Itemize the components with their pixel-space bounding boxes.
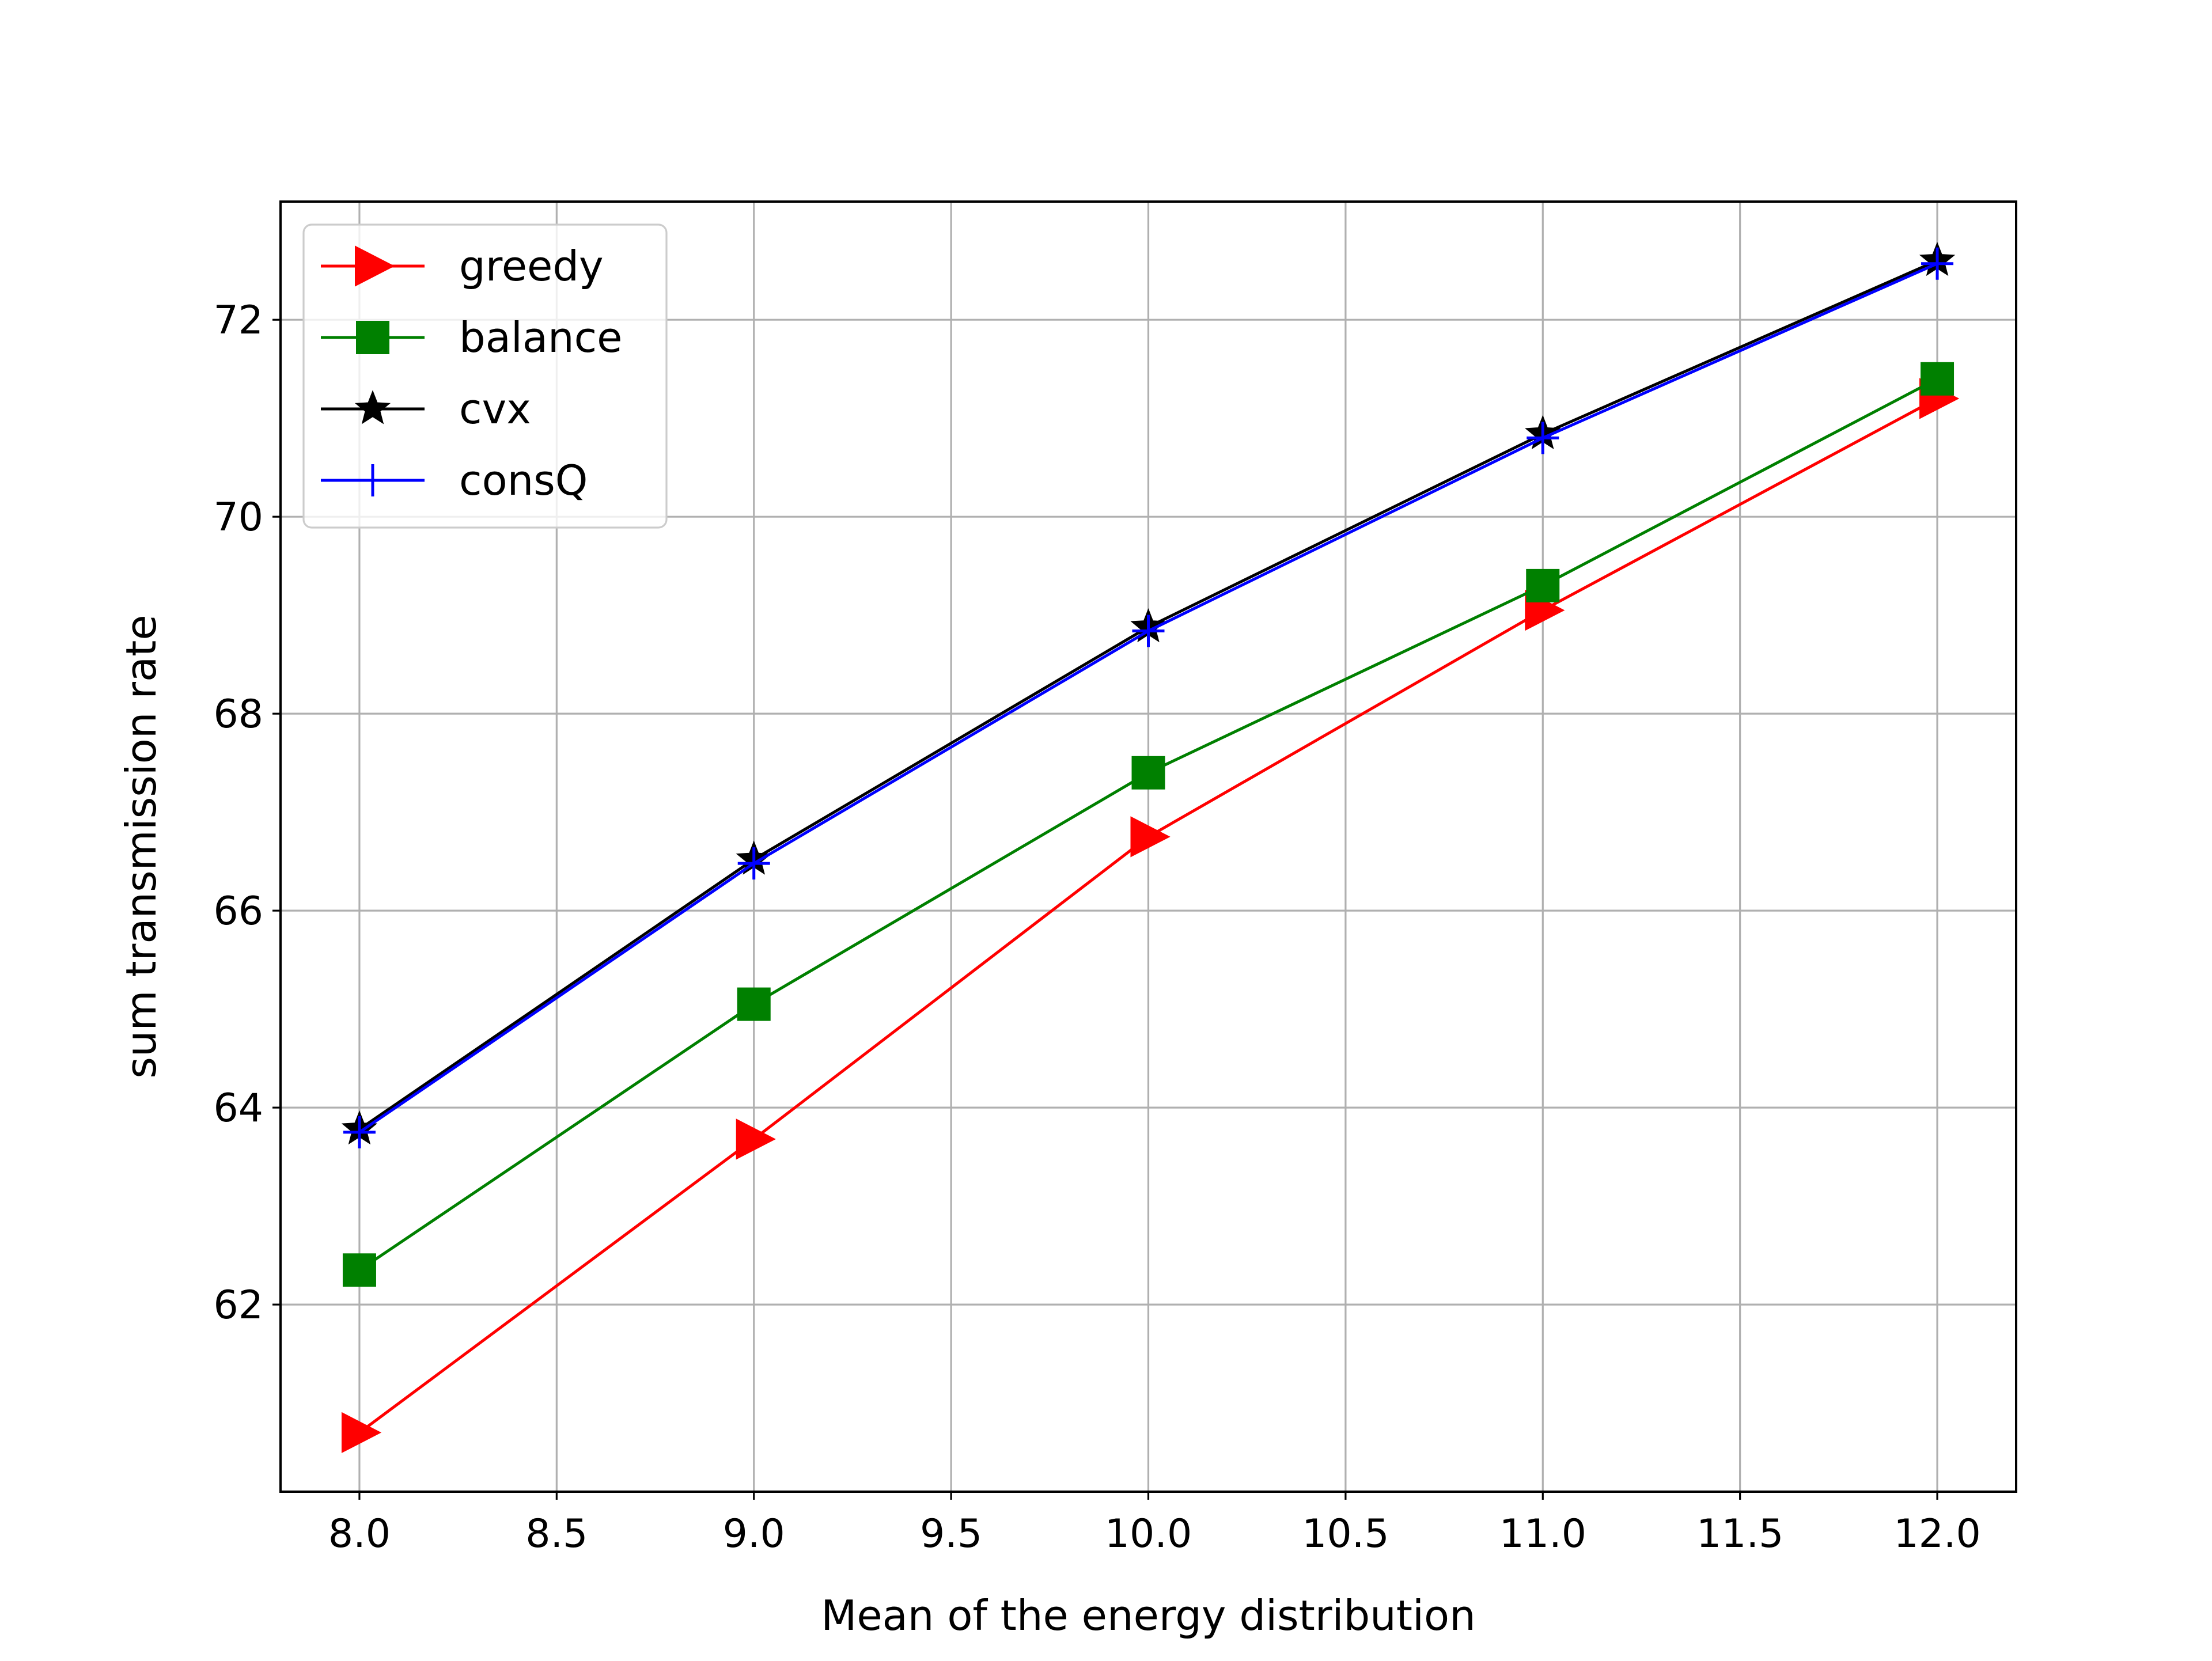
data-point-balance — [1921, 362, 1955, 396]
y-tick-label: 62 — [213, 1283, 263, 1328]
x-axis-label: Mean of the energy distribution — [821, 1591, 1475, 1640]
legend: greedy balance cvx consQ — [302, 223, 668, 529]
data-point-balance — [342, 1253, 376, 1287]
x-tick-label: 8.0 — [328, 1511, 391, 1557]
axis-ticks: 8.0 8.5 9.0 9.5 10.0 10.5 11.0 11.5 12.0 62 64 66 68… — [213, 298, 1980, 1557]
data-point-greedy — [341, 1412, 382, 1454]
data-point-consQ — [343, 1116, 376, 1148]
series-consQ — [343, 247, 1954, 1148]
data-point-consQ — [1132, 615, 1165, 647]
legend-box — [302, 223, 668, 529]
data-point-consQ — [1921, 247, 1954, 280]
x-tick-label: 10.0 — [1105, 1511, 1192, 1557]
data-point-greedy — [736, 1118, 776, 1160]
legend-marker-greedy — [355, 245, 395, 287]
series-layer — [341, 241, 1960, 1454]
y-tick-label: 66 — [213, 889, 263, 934]
y-tick-label: 72 — [213, 298, 263, 343]
x-tick-label: 11.5 — [1696, 1511, 1783, 1557]
legend-label-greedy: greedy — [459, 242, 604, 290]
x-tick-label: 8.5 — [525, 1511, 588, 1557]
legend-label-consQ: consQ — [459, 456, 588, 505]
x-tick-label: 10.5 — [1302, 1511, 1389, 1557]
y-axis-label: sum transmission rate — [117, 615, 165, 1078]
legend-marker-cvx — [354, 390, 391, 424]
data-point-greedy — [1130, 816, 1171, 858]
data-point-balance — [1131, 756, 1165, 790]
legend-label-balance: balance — [459, 313, 622, 362]
series-balance — [342, 362, 1955, 1287]
legend-marker-consQ — [357, 464, 389, 496]
x-tick-label: 9.0 — [723, 1511, 785, 1557]
grid — [281, 202, 2016, 1492]
y-tick-label: 68 — [213, 692, 263, 737]
y-tick-label: 70 — [213, 495, 263, 540]
data-point-consQ — [737, 847, 770, 880]
series-greedy — [341, 378, 1960, 1454]
legend-marker-balance — [356, 321, 389, 354]
y-tick-label: 64 — [213, 1086, 263, 1131]
legend-label-cvx: cvx — [459, 385, 531, 433]
data-point-balance — [737, 987, 771, 1021]
x-tick-label: 12.0 — [1893, 1511, 1980, 1557]
data-point-consQ — [1527, 422, 1559, 454]
x-tick-label: 11.0 — [1499, 1511, 1586, 1557]
x-tick-label: 9.5 — [920, 1511, 982, 1557]
data-point-balance — [1526, 568, 1560, 602]
